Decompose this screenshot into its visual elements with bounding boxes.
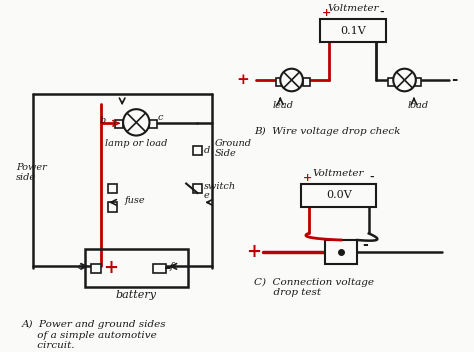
Bar	[108, 183, 118, 193]
Text: Power
side: Power side	[16, 163, 46, 182]
Bar	[91, 264, 100, 273]
Text: -: -	[362, 238, 368, 252]
Bar	[413, 78, 420, 86]
Text: 0.0V: 0.0V	[326, 190, 352, 200]
Text: 0.1V: 0.1V	[340, 26, 365, 36]
Bar	[303, 78, 310, 86]
Text: Ground
Side: Ground Side	[214, 139, 251, 158]
Text: b: b	[100, 116, 106, 125]
Text: -: -	[452, 73, 458, 87]
Bar	[108, 202, 118, 212]
Text: lamp or load: lamp or load	[105, 139, 167, 147]
Text: -: -	[164, 259, 171, 277]
Text: C)  Connection voltage
      drop test: C) Connection voltage drop test	[254, 278, 374, 297]
Text: a: a	[78, 262, 84, 271]
Text: -: -	[370, 171, 374, 183]
Text: +: +	[303, 171, 312, 183]
Text: Voltmeter: Voltmeter	[313, 169, 365, 178]
Circle shape	[123, 109, 149, 136]
Bar	[301, 183, 376, 207]
Text: +: +	[246, 243, 262, 261]
Text: -: -	[379, 7, 384, 18]
Text: +: +	[322, 7, 331, 18]
Bar	[325, 240, 357, 264]
Bar	[388, 78, 395, 86]
Text: d: d	[204, 146, 210, 155]
Bar	[153, 264, 166, 273]
Text: f: f	[169, 262, 173, 271]
Text: +: +	[103, 259, 118, 277]
Text: A)  Power and ground sides
     of a simple automotive
     circuit.: A) Power and ground sides of a simple au…	[21, 320, 166, 350]
Text: switch: switch	[204, 182, 236, 191]
Circle shape	[280, 69, 303, 91]
Bar	[84, 250, 188, 287]
Text: B)  Wire voltage drop check: B) Wire voltage drop check	[254, 127, 401, 136]
Text: Voltmeter: Voltmeter	[327, 4, 379, 13]
Text: +: +	[237, 73, 249, 87]
Bar	[193, 183, 202, 193]
Circle shape	[393, 69, 416, 91]
Text: load: load	[407, 101, 428, 110]
Bar	[275, 78, 283, 86]
Bar	[320, 19, 386, 42]
Bar	[115, 120, 123, 128]
Bar	[148, 120, 157, 128]
Bar	[193, 146, 202, 155]
Text: lead: lead	[273, 101, 294, 110]
Text: c: c	[158, 113, 164, 122]
Text: battery: battery	[116, 290, 157, 300]
Text: e: e	[204, 191, 210, 200]
Text: fuse: fuse	[125, 196, 146, 205]
